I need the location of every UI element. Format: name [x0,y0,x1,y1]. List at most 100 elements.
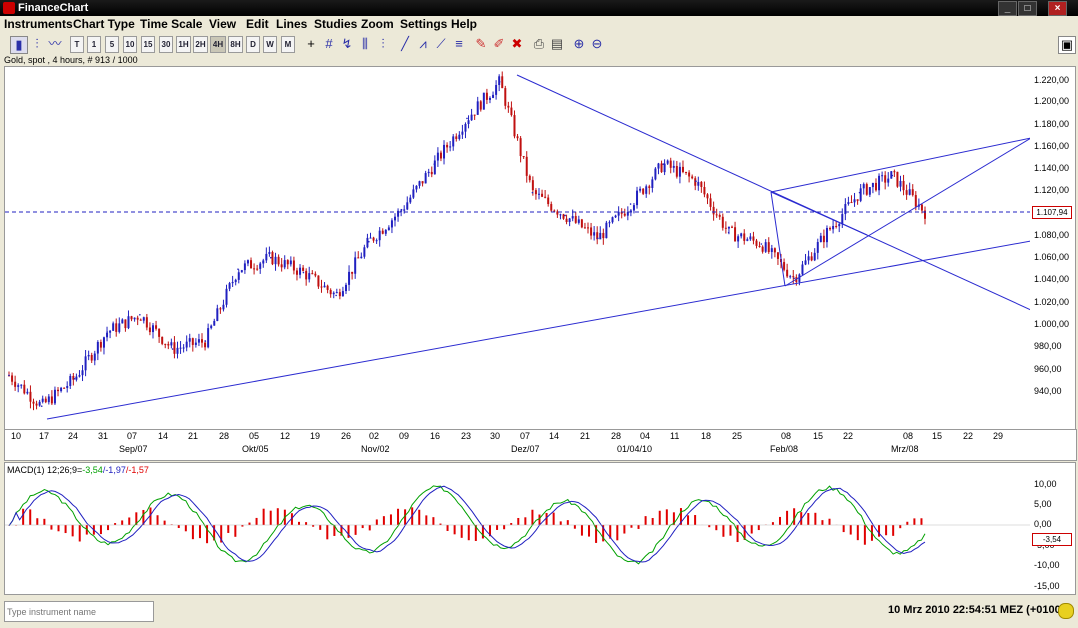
timeframe-t-button[interactable]: T [70,36,84,53]
price-axis-label: 1.020,00 [1034,297,1070,307]
macd-histogram-bar [57,525,60,532]
menu-zoom[interactable]: Zoom [361,17,394,31]
macd-histogram-bar [863,525,866,545]
macd-histogram-bar [580,525,583,536]
menu-view[interactable]: View [209,17,237,31]
candle-body [421,181,424,184]
trendline-short [770,191,868,236]
candle-body [243,263,246,271]
zoom-out-icon[interactable]: ⊖ [591,36,603,51]
candle-body [136,317,139,320]
pen-icon[interactable]: ✎ [475,36,487,51]
crosshair-icon[interactable]: + [307,36,315,51]
menu-help[interactable]: Help [451,17,478,31]
macd-histogram-bar [333,525,336,536]
menu-studies[interactable]: Studies [314,17,358,31]
candle-body [611,217,614,223]
macd-histogram-bar [425,515,428,525]
timeframe-5-button[interactable]: 5 [105,36,119,53]
timeframe-1h-button[interactable]: 1H [176,36,191,53]
time-axis-day-label: 31 [98,431,109,441]
candle-body [283,260,286,268]
pencil-icon[interactable]: ✐ [493,36,505,51]
macd-panel[interactable]: MACD(1) 12;26;9=-3,54/-1,97/-1,57 [4,462,1032,595]
menu-lines[interactable]: Lines [276,17,308,31]
timeframe-15-button[interactable]: 15 [141,36,155,53]
candle-body [63,387,66,389]
candle-body [482,92,485,110]
timeframe-m-button[interactable]: M [281,36,295,53]
indicator-icon[interactable]: ⫶ [381,36,385,51]
candle-body [893,171,896,173]
maximize-button[interactable]: □ [1018,1,1037,16]
minimize-button[interactable]: _ [998,1,1017,16]
candle-body [819,235,822,243]
candle-body [109,330,112,333]
trend-tool-icon[interactable]: ⩘ [419,36,427,51]
candle-body [721,216,724,228]
menu-chart-type[interactable]: Chart Type [73,17,135,31]
preview-icon[interactable]: ▤ [550,36,564,51]
candle-body [317,275,320,287]
candle-body [712,206,715,215]
candle-body [41,398,44,402]
macd-histogram-bar [757,525,760,531]
time-axis: 10 17 24 31 07 14 21 28 05 12 19 26 02 09 16 23 30 07 14 21… [4,429,1077,461]
timeframe-w-button[interactable]: W [263,36,277,53]
candle-body [397,210,400,217]
candle-body [271,252,274,265]
time-axis-day-label: 22 [963,431,974,441]
candle-chart-icon[interactable]: ▮ [10,36,28,54]
price-axis-label: 1.080,00 [1034,230,1070,240]
print-icon[interactable]: ⎙ [533,36,545,51]
candle-body [381,230,384,234]
delete-icon[interactable]: ✖ [511,36,523,51]
candle-body [911,189,914,196]
candle-body [60,387,63,392]
menu-edit[interactable]: Edit [246,17,269,31]
time-axis-month-label: Mrz/08 [891,444,919,454]
candle-body [844,204,847,215]
timeframe-d-button[interactable]: D [246,36,260,53]
candle-body [810,256,813,261]
panel-toggle-icon[interactable]: ▣ [1058,36,1076,54]
candle-body [890,171,893,179]
line-chart-icon[interactable]: 〰 [48,36,62,51]
timeframe-2h-button[interactable]: 2H [193,36,208,53]
menu-time-scale[interactable]: Time Scale [140,17,203,31]
macd-histogram-bar [715,525,718,531]
timeframe-30-button[interactable]: 30 [159,36,173,53]
candle-body [274,256,277,265]
price-point [564,214,566,217]
macd-histogram-bar [312,525,315,527]
candle-body [38,401,41,406]
instrument-search-input[interactable] [4,601,154,622]
volume-icon[interactable]: ⫼ [362,36,368,51]
macd-histogram-bar [637,525,640,529]
close-button[interactable]: × [1048,1,1067,16]
price-chart[interactable] [4,66,1032,430]
timeframe-4h-button[interactable]: 4H [210,36,226,53]
candle-body [887,178,890,183]
zoom-in-icon[interactable]: ⊕ [573,36,585,51]
candle-body [452,136,455,147]
macd-histogram-bar [496,525,499,530]
macd-histogram-bar [382,516,385,525]
price-point [40,405,43,407]
timeframe-1-button[interactable]: 1 [87,36,101,53]
grid-icon[interactable]: # [325,36,333,51]
study-icon[interactable]: ↯ [341,36,353,51]
bar-chart-icon[interactable]: ⫶ [35,36,39,51]
menu-settings[interactable]: Settings [400,17,448,31]
menu-instruments[interactable]: Instruments [4,17,73,31]
fan-tool-icon[interactable]: ⟋ [436,36,446,51]
macd-label: MACD(1) 12;26;9=-3,54/-1,97/-1,57 [7,465,149,475]
candle-body [234,279,237,283]
timeframe-10-button[interactable]: 10 [123,36,137,53]
candle-body [639,188,642,191]
line-tool-icon[interactable]: ╱ [401,36,409,51]
fib-tool-icon[interactable]: ≡ [455,36,463,51]
candle-body [228,283,231,289]
timeframe-8h-button[interactable]: 8H [228,36,243,53]
price-point [400,208,403,211]
